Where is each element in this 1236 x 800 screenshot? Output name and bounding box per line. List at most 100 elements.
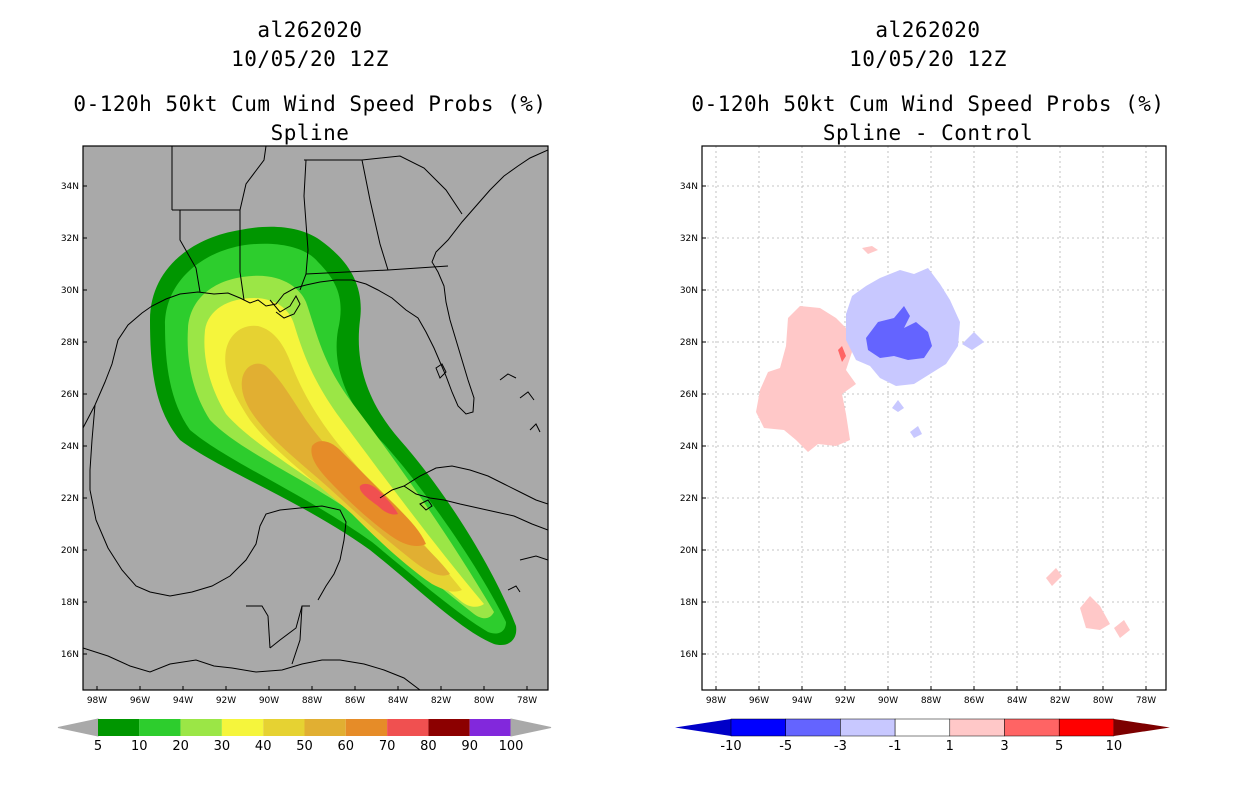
colorbar-label: -1 [889,739,902,754]
lon-label: 88W [302,696,322,706]
colorbar-right-end [510,718,552,737]
colorbar-swatch [840,718,896,737]
left-datetime: 10/05/20 12Z [231,47,389,71]
colorbar-label: 60 [338,739,355,754]
lat-label: 18N [680,598,698,608]
diff-negative-inner [866,306,932,360]
diff-positive-north [862,246,878,254]
colorbar-label: 80 [420,739,437,754]
left-storm-id: al262020 [257,18,363,42]
colorbar-swatch [180,719,222,736]
lat-label: 32N [61,234,79,244]
lat-label: 32N [680,234,698,244]
lon-label: 78W [1136,696,1156,706]
colorbar-label: 1 [946,739,954,754]
lon-label: 86W [345,696,365,706]
lat-label: 20N [61,546,79,556]
colorbar-label: 5 [1055,739,1063,754]
lat-label: 22N [61,494,79,504]
lon-label: 86W [964,696,984,706]
lat-label: 28N [680,338,698,348]
right-lon-labels: 98W 96W 94W 92W 90W 88W 86W 84W 82W 80W 78W [706,686,1156,706]
colorbar-swatch [1058,718,1115,737]
lat-label: 26N [61,390,79,400]
diff-positive-mid [838,346,846,362]
left-lon-labels: 98W 96W 94W 92W 90W 88W 86W 84W 82W 80W 78W [87,686,537,706]
lon-label: 98W [87,696,107,706]
lon-label: 92W [216,696,236,706]
colorbar-label: 5 [94,739,102,754]
lat-label: 34N [61,182,79,192]
lat-label: 24N [680,442,698,452]
right-product-title: 0-120h 50kt Cum Wind Speed Probs (%) [691,92,1165,116]
right-difference-contours [756,246,1130,638]
lon-label: 82W [431,696,451,706]
colorbar-swatch [428,719,470,736]
colorbar-swatch [469,719,511,736]
diff-positive-west [756,306,856,452]
colorbar-swatch [949,718,1005,737]
lon-label: 80W [474,696,494,706]
colorbar-label: 90 [461,739,478,754]
colorbar-swatch [304,719,346,736]
lat-label: 16N [61,650,79,660]
left-map: 34N 32N 30N 28N 26N 24N 22N 20N 18N 16N 98W 96W 94W… [61,145,549,706]
lon-label: 92W [835,696,855,706]
colorbar-label: 3 [1000,739,1008,754]
diff-positive-east-1 [1046,568,1062,586]
lat-label: 30N [680,286,698,296]
diff-negative-small-2 [892,400,904,412]
colorbar-swatch [98,719,140,736]
colorbar-swatch [221,719,264,736]
lon-label: 94W [173,696,193,706]
diff-negative-small-1 [962,332,984,350]
lon-label: 88W [921,696,941,706]
colorbar-swatch [345,719,388,736]
colorbar-swatch [263,719,305,736]
lon-label: 84W [1007,696,1027,706]
diff-negative-small-3 [910,426,922,438]
lat-label: 22N [680,494,698,504]
right-lat-labels: 34N 32N 30N 28N 26N 24N 22N 20N 18N 16N [680,182,706,660]
right-map-frame [701,145,1167,691]
lat-label: 26N [680,390,698,400]
left-subtitle: Spline [270,121,350,145]
colorbar-label: 70 [379,739,396,754]
prob-contour-70 [359,483,398,515]
colorbar-swatch [730,718,786,737]
lat-label: 34N [680,182,698,192]
right-map: 34N 32N 30N 28N 26N 24N 22N 20N 18N 16N 98W 96W 94W… [680,145,1167,706]
left-colorbar: 5 10 20 30 40 50 60 70 80 90 100 [57,718,552,754]
lon-label: 96W [130,696,150,706]
right-subtitle: Spline - Control [822,121,1034,145]
left-lat-labels: 34N 32N 30N 28N 26N 24N 22N 20N 18N 16N [61,182,87,660]
colorbar-label: 20 [172,739,189,754]
colorbar-swatch [387,719,429,736]
lon-label: 80W [1093,696,1113,706]
colorbar-swatch [894,718,951,737]
diff-positive-east-2 [1080,596,1110,630]
left-product-title: 0-120h 50kt Cum Wind Speed Probs (%) [73,92,547,116]
colorbar-label: -3 [834,739,847,754]
lat-label: 16N [680,650,698,660]
lon-label: 94W [792,696,812,706]
colorbar-left-end [57,718,99,737]
lon-label: 82W [1050,696,1070,706]
lon-label: 96W [749,696,769,706]
lon-label: 98W [706,696,726,706]
colorbar-label: -10 [720,739,741,754]
lat-label: 20N [680,546,698,556]
right-storm-id: al262020 [875,18,981,42]
diff-positive-east-3 [1114,620,1130,638]
left-probability-contours [150,226,517,646]
colorbar-right-end [1113,719,1170,736]
colorbar-swatch [139,719,181,736]
colorbar-label: 30 [214,739,231,754]
colorbar-label: 10 [131,739,148,754]
colorbar-label: 40 [255,739,272,754]
lon-label: 90W [259,696,279,706]
right-datetime: 10/05/20 12Z [849,47,1007,71]
lon-label: 90W [878,696,898,706]
colorbar-left-end [675,719,731,736]
